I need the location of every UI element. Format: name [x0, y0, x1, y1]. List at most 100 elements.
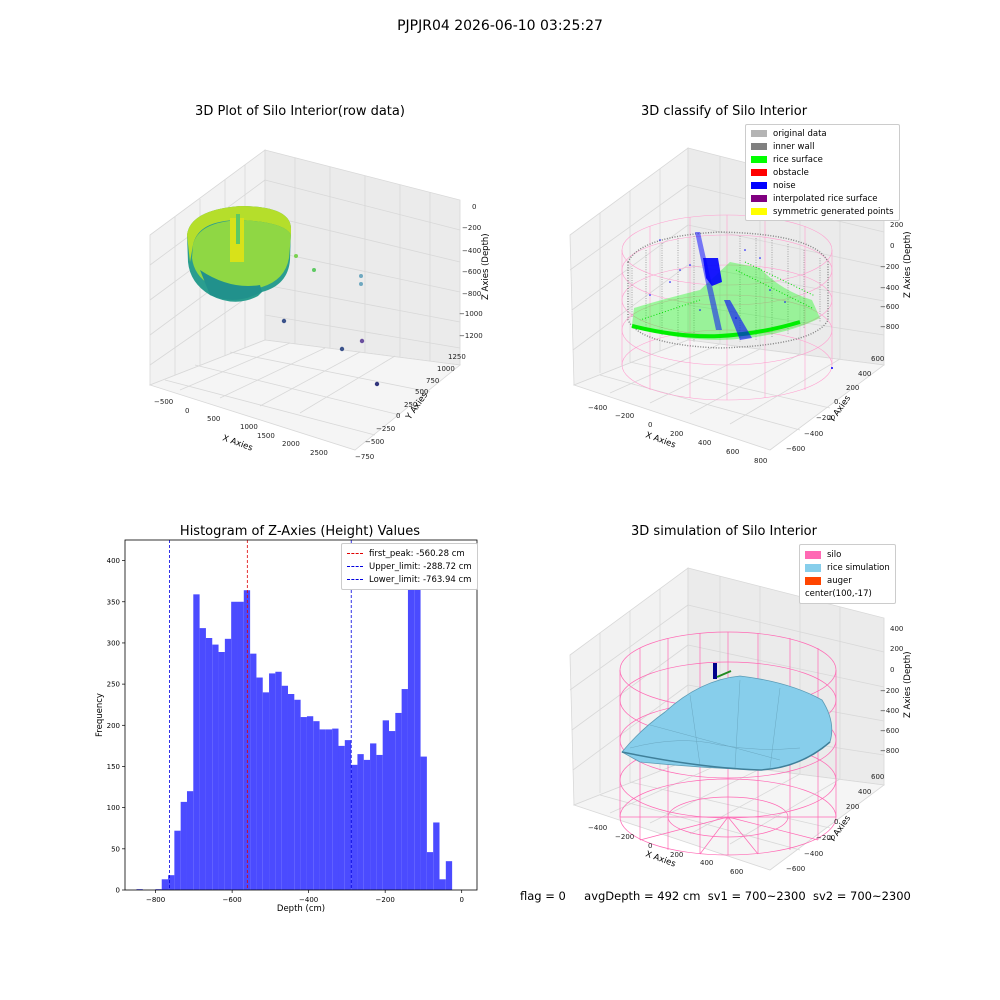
histogram-bar [363, 759, 371, 890]
histogram-bar [237, 601, 244, 890]
plot1-ztick: −1200 [459, 332, 483, 340]
histogram-bar [395, 712, 402, 890]
avg-depth-text: avgDepth = 492 cm [584, 889, 701, 903]
ytick-label: 350 [107, 598, 120, 606]
histogram-bar [344, 740, 352, 890]
histogram-bar [376, 754, 383, 890]
legend-item: first_peak: -560.28 cm [347, 547, 472, 560]
figure-title: PJPJR04 2026-06-10 03:25:27 [397, 18, 603, 34]
xtick-label: 0 [459, 896, 463, 904]
histogram-bar [414, 562, 421, 890]
ytick-label: 250 [107, 681, 120, 689]
plot1-ztick: −800 [462, 290, 481, 298]
legend-label: noise [773, 180, 796, 191]
plot1-ztick: −200 [462, 224, 481, 232]
plot4-xtick: 400 [700, 859, 713, 867]
legend-label: first_peak: -560.28 cm [369, 548, 465, 559]
histogram-bar [319, 729, 326, 890]
plot4-xtick: 600 [730, 868, 743, 876]
legend-item: auger [805, 574, 890, 587]
plot4-ytick: −600 [786, 865, 805, 873]
xtick-label: −400 [299, 896, 318, 904]
plot2-xtick: 400 [698, 439, 711, 447]
plot4-auger [713, 663, 732, 679]
histogram-bar [275, 671, 282, 890]
plot2-xtick: 600 [726, 448, 739, 456]
plot4-title: 3D simulation of Silo Interior [631, 524, 817, 539]
plot2-ztick: −600 [880, 303, 899, 311]
plot1-ytick: 750 [426, 377, 439, 385]
histogram-bar [357, 754, 364, 890]
plot2-ztick: 200 [890, 221, 903, 229]
plot4-rice-surface [621, 675, 833, 771]
sv2-text: sv2 = 700~2300 [812, 889, 911, 903]
legend-swatch [805, 576, 821, 585]
ytick-label: 200 [107, 722, 120, 730]
plot2-xtick: 0 [648, 421, 652, 429]
plot2-tick-labels: −400 −200 0 200 400 600 800 −600 −400 −2… [588, 203, 903, 465]
histogram-bar [212, 644, 219, 890]
legend-item: rice surface [751, 153, 894, 166]
plot2-ytick: 600 [871, 355, 884, 363]
histogram-bar [401, 689, 408, 890]
legend-swatch [751, 143, 767, 150]
histogram-bar [420, 756, 427, 890]
legend-item: silo [805, 548, 890, 561]
plot1-ytick: 0 [396, 412, 400, 420]
ytick-label: 150 [107, 763, 120, 771]
histogram-bar [218, 652, 225, 890]
plot2-xtick: 800 [754, 457, 767, 465]
legend-label: silo [827, 549, 842, 560]
xtick-label: −800 [146, 896, 165, 904]
histogram-bar [224, 638, 232, 890]
legend-item: symmetric generated points [751, 205, 894, 218]
legend-label: Lower_limit: -763.94 cm [369, 574, 472, 585]
histogram-bar [407, 583, 415, 890]
histogram-bar [205, 638, 213, 890]
xtick-label: −200 [376, 896, 395, 904]
legend-swatch [805, 563, 821, 572]
ytick-label: 0 [116, 887, 120, 895]
plot1-title: 3D Plot of Silo Interior(row data) [195, 104, 405, 119]
plot2-ztick: −800 [880, 323, 899, 331]
histogram-bars [136, 562, 453, 890]
xtick-label: −600 [223, 896, 242, 904]
plot4-zlabel: Z Axies (Depth) [903, 651, 913, 718]
plot2-ytick: 200 [846, 384, 859, 392]
plot4-ytick: 0 [834, 818, 838, 826]
plot1-tick-labels: −500 0 500 1000 1500 2000 2500 −750 −500… [154, 203, 483, 461]
histogram-bar [161, 879, 169, 890]
footer-stats: flag = 0 avgDepth = 492 cm sv1 = 700~230… [520, 889, 911, 903]
ytick-label: 400 [107, 557, 120, 565]
plot1-silo-pointcloud [187, 206, 291, 302]
plot1-ztick: −400 [462, 247, 481, 255]
legend-label: rice surface [773, 154, 823, 165]
legend-label: obstacle [773, 167, 809, 178]
plot1-ytick: 500 [415, 388, 428, 396]
legend-label: center(100,-17) [805, 588, 872, 599]
plot1-xtick: 2500 [310, 449, 328, 457]
plot2-title: 3D classify of Silo Interior [640, 104, 808, 119]
plot1-ztick: 0 [472, 203, 476, 211]
plot4-ztick: −400 [880, 707, 899, 715]
plot1-xtick: 500 [207, 415, 220, 423]
legend-label: original data [773, 128, 827, 139]
plot4-xtick: 200 [670, 851, 683, 859]
legend-swatch [751, 208, 767, 215]
plot4-xtick: −200 [615, 833, 634, 841]
histogram-yticks: 0 50 100 150 200 250 300 350 400 [107, 557, 125, 895]
plot4-ztick: 200 [890, 645, 903, 653]
histogram-bar [186, 791, 194, 890]
legend-label: symmetric generated points [773, 206, 894, 217]
legend-item: center(100,-17) [805, 587, 890, 600]
plot4-legend: silo rice simulation auger center(100,-1… [799, 544, 896, 604]
histogram-ylabel: Frequency [95, 693, 105, 737]
legend-swatch [751, 195, 767, 202]
plot4-xtick: 0 [648, 842, 652, 850]
histogram-frame [124, 539, 478, 891]
legend-line [347, 553, 363, 554]
legend-line [347, 579, 363, 580]
legend-label: Upper_limit: -288.72 cm [369, 561, 472, 572]
